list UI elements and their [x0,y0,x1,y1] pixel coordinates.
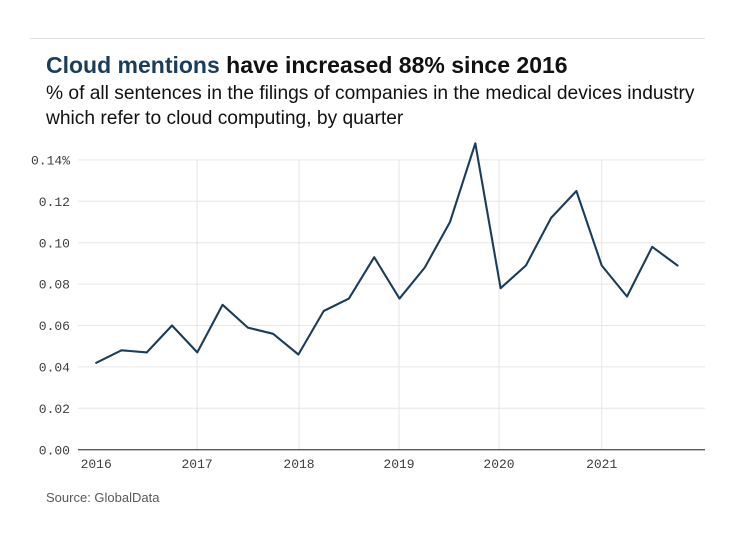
svg-text:0.12: 0.12 [39,195,70,210]
svg-text:0.08: 0.08 [39,278,70,293]
svg-text:0.04: 0.04 [39,361,70,376]
svg-text:2020: 2020 [483,457,514,472]
svg-text:2016: 2016 [81,457,112,472]
svg-text:2017: 2017 [181,457,212,472]
svg-text:0.00: 0.00 [39,443,70,458]
svg-text:2021: 2021 [586,457,617,472]
svg-text:0.02: 0.02 [39,402,70,417]
svg-text:0.14%: 0.14% [31,154,70,169]
svg-text:0.10: 0.10 [39,236,70,251]
svg-text:0.06: 0.06 [39,319,70,334]
svg-text:2018: 2018 [283,457,314,472]
svg-text:2019: 2019 [383,457,414,472]
